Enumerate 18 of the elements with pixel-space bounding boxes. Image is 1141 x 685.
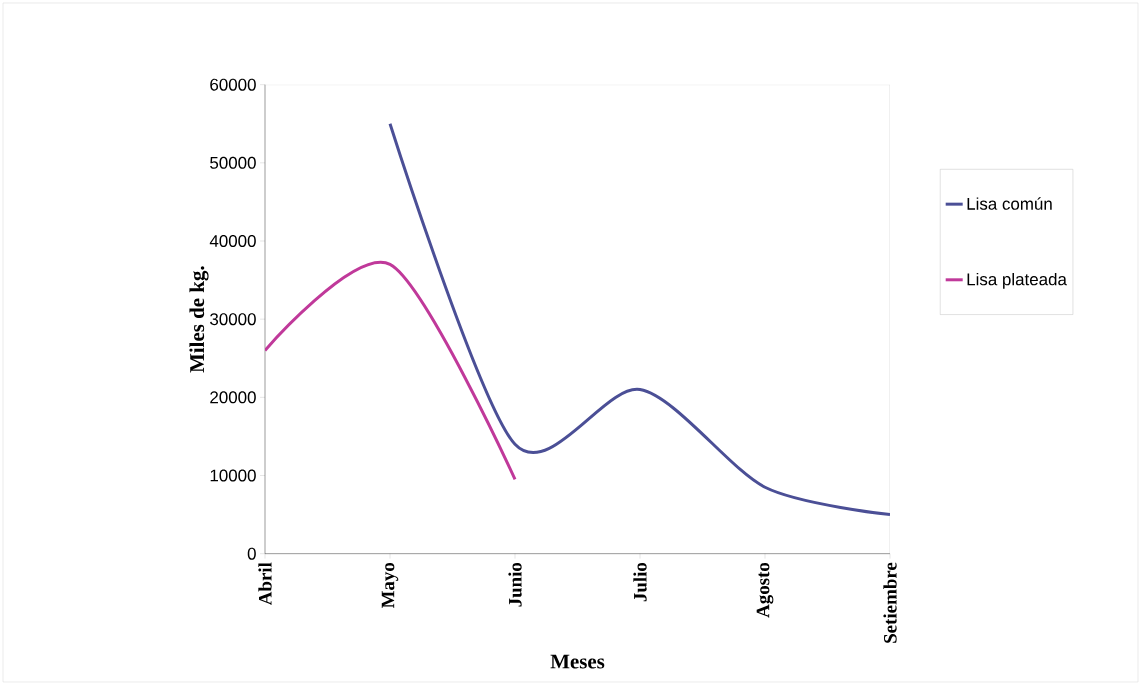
- y-axis-title: Miles de kg.: [189, 266, 209, 373]
- y-tick-label: 50000: [210, 156, 256, 169]
- y-tick-label: 40000: [209, 235, 256, 247]
- x-axis-title: Meses: [550, 654, 605, 669]
- y-tick-label: 10000: [210, 469, 256, 482]
- y-tick-label: 0: [247, 547, 256, 560]
- legend-label: Lisa plateada: [967, 272, 1067, 289]
- x-tick-label: Mayo: [381, 562, 399, 609]
- y-tick-label: 20000: [210, 391, 256, 404]
- legend-label: Lisa común: [967, 197, 1052, 210]
- y-tick-label: 30000: [210, 313, 256, 326]
- x-tick-label: Julio: [633, 562, 647, 602]
- y-tick-label: 60000: [210, 78, 256, 91]
- x-tick-label: Setiembre: [883, 562, 897, 643]
- line-series: [388, 122, 891, 517]
- x-tick-label: Agosto: [756, 562, 774, 618]
- x-tick-label: Junio: [508, 562, 522, 607]
- x-tick-label: Abril: [258, 562, 272, 606]
